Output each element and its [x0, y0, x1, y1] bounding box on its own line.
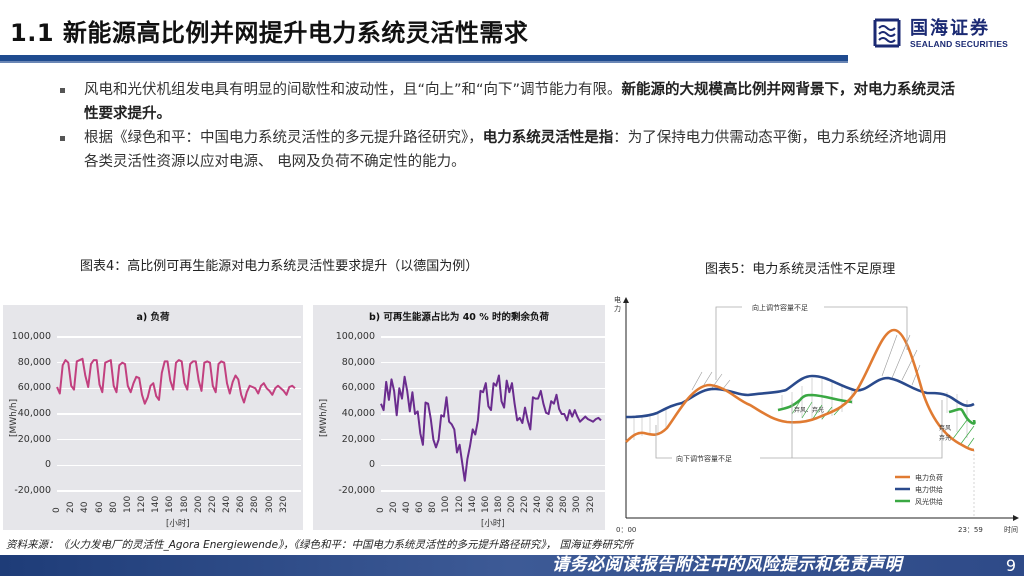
- diagram-svg: 电 力 向上调节容量不足 向下调节容量: [614, 295, 1019, 534]
- y-tick-label: 60,000: [341, 382, 375, 394]
- bullet-bold-text: 电力系统灵活性是指: [482, 130, 614, 146]
- figure4-caption: 图表4：高比例可再生能源对电力系统灵活性要求提升（以德国为例）: [80, 259, 479, 274]
- logo-english-name: SEALAND SECURITIES: [910, 39, 1009, 49]
- title-divider: [0, 55, 848, 63]
- gridline: [57, 438, 301, 441]
- y-tick-label: 60,000: [17, 382, 51, 394]
- gridline: [381, 490, 607, 492]
- legend-supply: 电力供给: [915, 485, 943, 494]
- supply-line: [625, 374, 975, 419]
- chart-title: a) 负荷: [136, 312, 170, 323]
- gridline: [381, 361, 607, 364]
- flexibility-diagram: 电 力 向上调节容量不足 向下调节容量: [612, 290, 1024, 540]
- svg-text:23：59: 23：59: [958, 526, 983, 534]
- renewable-line: [777, 393, 853, 412]
- x-axis-label: [小时]: [166, 519, 190, 529]
- svg-text:弃风: 弃风: [939, 424, 951, 432]
- figure5-caption: 图表5：电力系统灵活性不足原理: [705, 262, 896, 277]
- gridline: [57, 413, 301, 415]
- page-title: 1.1 新能源高比例并网提升电力系统灵活性需求: [10, 19, 529, 47]
- load-line: [625, 328, 975, 452]
- series-line: [380, 374, 602, 482]
- legend-load: 电力负荷: [915, 473, 943, 482]
- gridline: [381, 464, 607, 467]
- logo-chinese-name: 国海证券: [910, 18, 990, 39]
- chart-residual-load-panel: b) 可再生能源占比为 40 % 时的剩余负荷 100,000 80,000 60,…: [313, 305, 607, 530]
- svg-text:弃光: 弃光: [939, 434, 951, 442]
- sealand-logo-icon: [872, 16, 902, 50]
- disclaimer-text: 请务必阅读报告附注中的风险提示和免责声明: [552, 555, 902, 575]
- diagram-legend: 电力负荷 电力供给 风光供给: [895, 473, 943, 506]
- bullet-text: 根据《绿色和平：中国电力系统灵活性的多元提升路径研究》，: [84, 130, 483, 146]
- svg-text:力: 力: [614, 304, 621, 313]
- y-tick-label: 40,000: [341, 408, 375, 419]
- svg-text:0：00: 0：00: [616, 526, 636, 534]
- annotation-up-shortfall: 向上调节容量不足: [752, 303, 808, 312]
- gridline: [57, 336, 301, 338]
- gridline: [57, 387, 301, 390]
- y-tick-label: 80,000: [341, 356, 375, 368]
- gridline: [57, 490, 301, 492]
- y-tick-label: 20,000: [17, 433, 51, 445]
- bullet-item: 根据《绿色和平：中国电力系统灵活性的多元提升路径研究》，电力系统灵活性是指：为了…: [60, 126, 960, 174]
- gridline: [57, 361, 301, 364]
- series-line: [56, 357, 296, 405]
- gridline: [381, 413, 607, 415]
- chart-title: b) 可再生能源占比为 40 % 时的剩余负荷: [368, 312, 550, 323]
- svg-text:弃风、弃光: 弃风、弃光: [794, 406, 824, 414]
- page-number: 9: [1005, 556, 1016, 575]
- y-tick-label: 40,000: [17, 408, 51, 419]
- y-tick-label: 20,000: [341, 433, 375, 445]
- gridline: [57, 464, 301, 467]
- svg-text:电: 电: [614, 295, 621, 304]
- bullet-bold-text: 新能源的大规模高比例并网背景下，对电力系统灵活性要求提升。: [84, 82, 956, 122]
- legend-renewable: 风光供给: [915, 497, 943, 506]
- bullet-list: 风电和光伏机组发电具有明显的间歇性和波动性，且“向上”和“向下”调节能力有限。新…: [60, 78, 960, 174]
- source-note: 资料来源：《火力发电厂的灵活性_Agora Energiewende》，《绿色和…: [6, 539, 634, 551]
- company-logo: 国海证券 SEALAND SECURITIES: [872, 14, 1022, 56]
- bullet-text: ：为了保持电力供需动态平衡，电力系统经济地调用各类灵活性资源以应对电源、 电网及…: [84, 130, 947, 170]
- y-tick-label: 100,000: [11, 331, 51, 342]
- y-tick-label: 100,000: [335, 331, 375, 342]
- svg-text:时间: 时间: [1004, 525, 1018, 534]
- y-tick-label: 80,000: [17, 356, 51, 368]
- annotation-down-shortfall: 向下调节容量不足: [676, 454, 732, 463]
- gridline: [381, 438, 607, 441]
- gridline: [381, 336, 607, 338]
- y-tick-label: -20,000: [14, 485, 51, 496]
- x-axis-label: [小时]: [481, 519, 505, 529]
- footer-bar: 请务必阅读报告附注中的风险提示和免责声明 9: [0, 555, 1024, 576]
- y-tick-label: -20,000: [338, 485, 375, 496]
- y-tick-label: 0: [368, 459, 375, 471]
- bullet-text: 风电和光伏机组发电具有明显的间歇性和波动性，且“向上”和“向下”调节能力有限。: [84, 82, 622, 98]
- y-tick-label: 0: [44, 459, 51, 471]
- bullet-item: 风电和光伏机组发电具有明显的间歇性和波动性，且“向上”和“向下”调节能力有限。新…: [60, 78, 960, 126]
- chart-load-panel: a) 负荷 100,000 80,000 60,000 40,000 20,000 0 -2…: [3, 305, 303, 530]
